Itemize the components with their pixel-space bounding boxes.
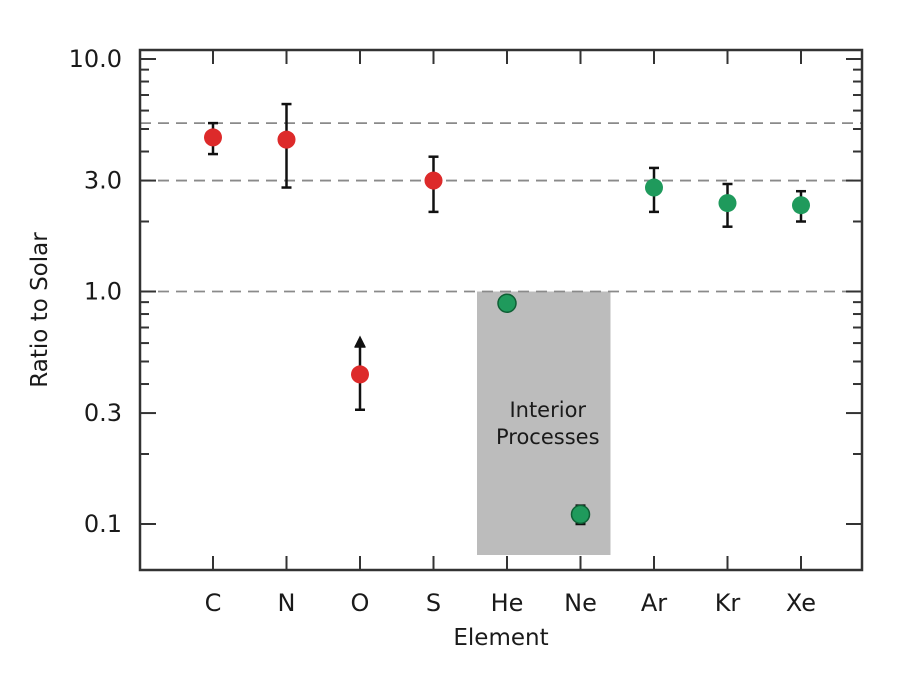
data-point-ar [645, 166, 663, 214]
data-point-xe [792, 189, 810, 223]
data-marker-outline [570, 504, 591, 525]
data-marker [498, 294, 516, 313]
y-tick-label: 1.0 [84, 278, 122, 306]
data-point-o [351, 335, 369, 412]
data-marker-outline [497, 293, 517, 314]
x-tick-label: Ne [564, 589, 597, 617]
data-marker [792, 196, 810, 215]
data-marker [718, 194, 737, 213]
data-marker [424, 171, 443, 190]
shaded-region-label-line2: Processes [496, 425, 600, 449]
reference-lines [140, 122, 862, 293]
y-tick-label: 0.1 [84, 510, 122, 538]
x-tick-label: Xe [786, 589, 816, 617]
x-tick-label: He [491, 589, 524, 617]
data-marker [571, 505, 590, 524]
x-tick-label: O [351, 589, 370, 617]
plot-frame [138, 48, 864, 572]
y-tick-label: 10.0 [69, 45, 122, 73]
shaded-region [477, 291, 611, 555]
y-tick-labels: 10.0 3.0 1.0 0.3 0.1 [69, 45, 122, 538]
y-tick-label: 3.0 [84, 167, 122, 195]
data-marker [351, 365, 369, 384]
axis-ticks [140, 50, 862, 570]
x-tick-labels: C N O S He Ne Ar Kr Xe [205, 589, 816, 617]
data-point-n [277, 102, 296, 189]
x-axis-label: Element [453, 625, 548, 651]
data-marker [645, 178, 663, 197]
x-tick-label: N [278, 589, 296, 617]
data-point-c [204, 121, 222, 156]
lower-limit-arrow [354, 335, 366, 348]
data-points [204, 102, 810, 526]
y-axis-label: Ratio to Solar [27, 232, 53, 388]
data-point-ne [570, 504, 591, 526]
data-point-he [497, 293, 517, 314]
x-tick-label: S [426, 589, 441, 617]
x-tick-label: Kr [715, 589, 741, 617]
shaded-region-label-line1: Interior [509, 398, 586, 422]
data-point-s [424, 155, 443, 214]
y-tick-label: 0.3 [84, 399, 122, 427]
data-marker [277, 130, 296, 149]
x-tick-label: C [205, 589, 222, 617]
data-marker [204, 128, 222, 147]
x-tick-label: Ar [641, 589, 667, 617]
data-point-kr [718, 182, 737, 228]
